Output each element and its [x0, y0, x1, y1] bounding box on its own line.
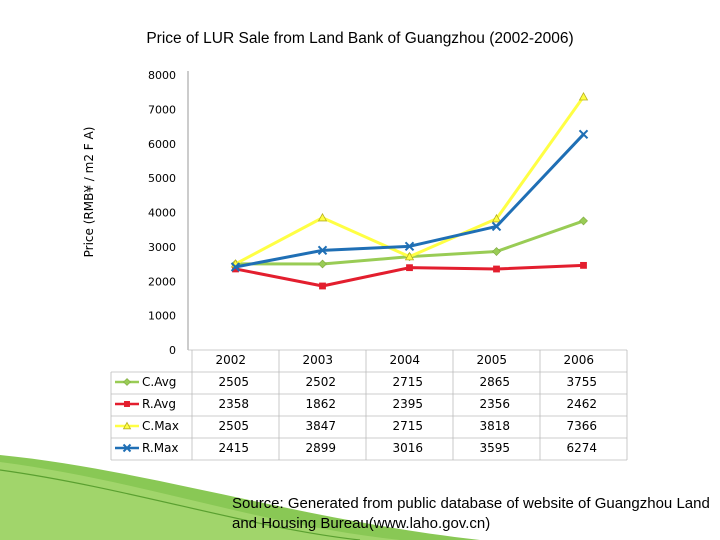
y-tick-label: 1000 [148, 310, 176, 323]
data-label: 2715 [393, 375, 424, 389]
data-label: 3595 [480, 441, 511, 455]
y-tick-label: 4000 [148, 207, 176, 220]
data-label: 6274 [567, 441, 598, 455]
data-label: 1862 [306, 397, 337, 411]
legend-key-marker [124, 401, 130, 407]
data-point [317, 245, 328, 256]
marker-stroke [122, 443, 132, 453]
data-point [230, 262, 241, 272]
legend-key-marker [123, 378, 131, 386]
data-label: 2462 [567, 397, 598, 411]
y-tick-label: 0 [169, 344, 176, 357]
legend-label: R.Max [142, 441, 179, 455]
x-tick-label: 2005 [477, 353, 508, 367]
data-label: 2502 [306, 375, 337, 389]
data-label: 3016 [393, 441, 424, 455]
y-tick-label: 2000 [148, 275, 176, 288]
x-tick-label: 2002 [216, 353, 247, 367]
data-label: 7366 [567, 419, 598, 433]
data-point [404, 251, 415, 261]
y-tick-label: 7000 [148, 103, 176, 116]
legend-key-marker [122, 421, 132, 430]
x-tick-label: 2006 [564, 353, 595, 367]
data-label: 2505 [219, 419, 250, 433]
data-label: 3755 [567, 375, 598, 389]
data-point [232, 265, 239, 273]
y-tick-labels: 0 1000 2000 3000 4000 5000 6000 7000 8000 [148, 69, 176, 357]
data-point [491, 221, 502, 232]
data-label: 2715 [393, 419, 424, 433]
legend-label: R.Avg [142, 397, 176, 411]
series-c-max [230, 91, 589, 268]
data-point [317, 212, 328, 222]
source-note: Source: Generated from public database o… [232, 495, 710, 532]
data-label: 2505 [219, 375, 250, 389]
data-label: 2415 [219, 441, 250, 455]
y-tick-label: 8000 [148, 69, 176, 82]
x-tick-label: 2004 [390, 353, 421, 367]
data-point [492, 247, 501, 256]
data-table: 2002 2003 2004 2005 2006 C.Avg 2505 2502 2715 286… [110, 349, 628, 461]
data-point [491, 213, 502, 223]
legend-label: C.Avg [142, 375, 176, 389]
data-point [318, 259, 327, 269]
legend-label: C.Max [142, 419, 179, 433]
marker-stroke [404, 241, 415, 252]
data-label: 2395 [393, 397, 424, 411]
data-point [406, 264, 413, 272]
marker-stroke [230, 262, 241, 272]
series-r-max [230, 129, 589, 272]
data-point [580, 261, 587, 269]
green-swoosh-line [0, 469, 361, 540]
marker-stroke [317, 245, 328, 256]
data-point [404, 241, 415, 252]
y-tick-label: 5000 [148, 172, 176, 185]
chart-title: Price of LUR Sale from Land Bank of Guan… [146, 30, 574, 47]
legend-key-marker [122, 443, 132, 453]
green-swoosh-light [0, 462, 400, 540]
data-point [493, 265, 500, 273]
marker-stroke [578, 129, 589, 140]
data-point [579, 216, 588, 226]
data-point [578, 129, 589, 140]
data-label: 2356 [480, 397, 511, 411]
data-point [319, 282, 326, 290]
data-label: 3818 [480, 419, 511, 433]
data-label: 2899 [306, 441, 337, 455]
y-tick-label: 3000 [148, 241, 176, 254]
data-label: 2358 [219, 397, 250, 411]
marker-stroke [491, 221, 502, 232]
data-point [578, 91, 589, 101]
series-lines [230, 91, 589, 290]
series-r-avg [232, 261, 587, 290]
data-label: 2865 [480, 375, 511, 389]
x-tick-label: 2003 [303, 353, 334, 367]
y-tick-label: 6000 [148, 138, 176, 151]
data-label: 3847 [306, 419, 337, 433]
